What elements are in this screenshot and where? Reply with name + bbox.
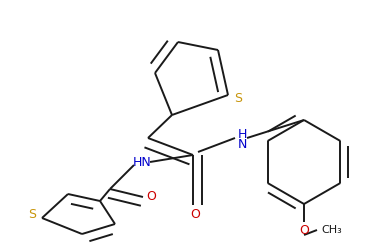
Text: HN: HN [132,155,151,169]
Text: CH₃: CH₃ [321,225,342,235]
Text: N: N [237,139,247,152]
Text: O: O [146,191,156,203]
Text: O: O [190,209,200,222]
Text: S: S [28,209,36,222]
Text: H: H [237,129,247,142]
Text: O: O [299,224,309,236]
Text: S: S [234,92,242,104]
